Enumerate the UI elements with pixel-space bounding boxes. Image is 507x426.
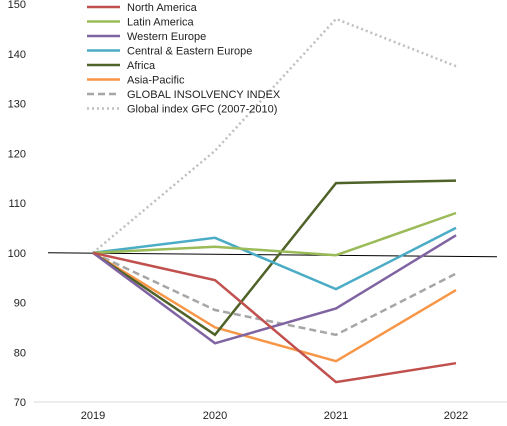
y-tick-label: 150 [8,0,26,11]
legend-label: Global index GFC (2007-2010) [127,104,277,116]
series-line-africa [92,179,457,337]
x-tick-label: 2022 [444,410,468,422]
series-line-global-insolvency-index [92,251,457,337]
y-tick-label: 140 [8,49,26,61]
legend-label: Central & Eastern Europe [127,46,252,58]
series-line-asia-pacific [92,251,457,363]
y-tick-label: 110 [8,198,26,210]
legend-label: Latin America [127,17,195,29]
y-tick-label: 80 [14,347,26,359]
series-lines [92,17,457,384]
y-axis-ticks: 70 80 90 100 110 120 130 140 150 [8,0,26,409]
series-line-latin-america [92,211,457,257]
legend-label: GLOBAL INSOLVENCY INDEX [127,89,281,101]
reference-line-group [47,252,498,258]
legend-label: Asia-Pacific [127,75,185,87]
series-line-western-europe [92,234,457,345]
y-tick-label: 70 [14,397,26,409]
y-tick-label: 120 [8,148,26,160]
legend-label: North America [127,2,198,14]
x-tick-label: 2021 [324,410,348,422]
x-axis: 2019 2020 2021 2022 [34,401,507,422]
reference-line-100 [47,252,498,258]
legend: North America Latin America Western Europe… [87,2,281,116]
legend-label: Western Europe [127,31,206,43]
series-line-central-eastern-europe [92,226,457,291]
y-tick-label: 130 [8,99,26,111]
series-line-north-america [92,251,457,384]
legend-label: Africa [127,60,156,72]
x-tick-label: 2019 [81,410,105,422]
y-tick-label: 90 [14,298,26,310]
x-tick-label: 2020 [203,410,227,422]
y-tick-label: 100 [8,248,26,260]
